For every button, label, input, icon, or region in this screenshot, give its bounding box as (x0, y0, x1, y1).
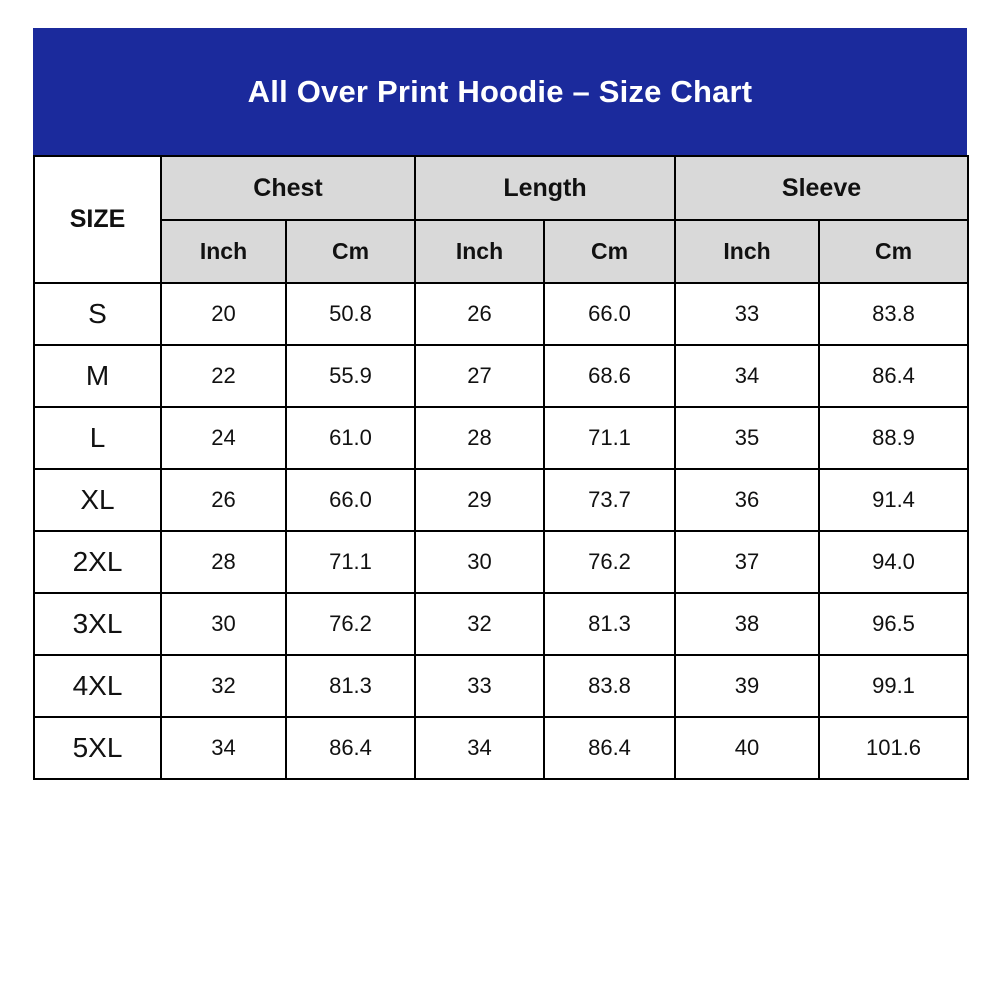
measurement-cell: 88.9 (818, 406, 970, 470)
measurement-cell: 30 (414, 530, 545, 594)
measurement-cell: 86.4 (285, 716, 416, 780)
table-row-4xl: 4XL 32 81.3 33 83.8 39 99.1 (33, 654, 970, 718)
measurement-cell: 40 (674, 716, 821, 780)
header-length-inch: Inch (414, 219, 545, 284)
measurement-cell: 71.1 (285, 530, 416, 594)
measurement-cell: 81.3 (285, 654, 416, 718)
measurement-cell: 39 (674, 654, 821, 718)
header-chest: Chest (160, 155, 416, 221)
table-row-5xl: 5XL 34 86.4 34 86.4 40 101.6 (33, 716, 970, 780)
header-chest-cm: Cm (285, 219, 416, 284)
measurement-cell: 101.6 (818, 716, 970, 780)
measurement-cell: 55.9 (285, 344, 416, 408)
measurement-cell: 37 (674, 530, 821, 594)
header-group-row: SIZE Chest Length Sleeve (33, 155, 970, 284)
size-label: L (33, 406, 162, 470)
measurement-cell: 86.4 (818, 344, 970, 408)
size-label: 4XL (33, 654, 162, 718)
table-row-2xl: 2XL 28 71.1 30 76.2 37 94.0 (33, 530, 970, 594)
measurement-cell: 76.2 (285, 592, 416, 656)
page-title: All Over Print Hoodie – Size Chart (247, 73, 753, 109)
measurement-cell: 38 (674, 592, 821, 656)
measurement-cell: 26 (160, 468, 287, 532)
measurement-cell: 28 (414, 406, 545, 470)
header-chest-inch: Inch (160, 219, 287, 284)
measurement-cell: 29 (414, 468, 545, 532)
measurement-cell: 94.0 (818, 530, 970, 594)
measurement-cell: 33 (414, 654, 545, 718)
table-row-3xl: 3XL 30 76.2 32 81.3 38 96.5 (33, 592, 970, 656)
size-label: 2XL (33, 530, 162, 594)
header-sleeve-cm: Cm (818, 219, 970, 284)
measurement-cell: 96.5 (818, 592, 970, 656)
measurement-cell: 99.1 (818, 654, 970, 718)
table-row-m: M 22 55.9 27 68.6 34 86.4 (33, 344, 970, 408)
measurement-cell: 81.3 (542, 592, 677, 656)
measurement-cell: 50.8 (285, 282, 416, 346)
measurement-cell: 36 (674, 468, 821, 532)
measurement-cell: 32 (160, 654, 287, 718)
size-label: XL (33, 468, 162, 532)
table-row-s: S 20 50.8 26 66.0 33 83.8 (33, 282, 970, 346)
measurement-cell: 32 (414, 592, 545, 656)
table-row-l: L 24 61.0 28 71.1 35 88.9 (33, 406, 970, 470)
measurement-cell: 66.0 (285, 468, 416, 532)
measurement-cell: 71.1 (542, 406, 677, 470)
header-sleeve: Sleeve (674, 155, 970, 221)
measurement-cell: 61.0 (285, 406, 416, 470)
header-sleeve-inch: Inch (674, 219, 821, 284)
measurement-cell: 34 (414, 716, 545, 780)
measurement-cell: 26 (414, 282, 545, 346)
table-row-xl: XL 26 66.0 29 73.7 36 91.4 (33, 468, 970, 532)
measurement-cell: 30 (160, 592, 287, 656)
measurement-cell: 20 (160, 282, 287, 346)
measurement-cell: 91.4 (818, 468, 970, 532)
measurement-cell: 22 (160, 344, 287, 408)
header-unit-row: Inch Cm Inch Cm Inch Cm (34, 219, 970, 284)
measurement-cell: 34 (160, 716, 287, 780)
measurement-cell: 73.7 (542, 468, 677, 532)
measurement-cell: 33 (674, 282, 821, 346)
measurement-cell: 83.8 (818, 282, 970, 346)
measurement-cell: 66.0 (542, 282, 677, 346)
header-size: SIZE (33, 155, 162, 284)
header-length-cm: Cm (542, 219, 677, 284)
measurement-cell: 76.2 (542, 530, 677, 594)
header-length: Length (413, 155, 677, 221)
size-label: 5XL (33, 716, 162, 780)
measurement-cell: 27 (414, 344, 545, 408)
measurement-cell: 24 (160, 406, 287, 470)
measurement-cell: 34 (674, 344, 821, 408)
measurement-cell: 86.4 (542, 716, 677, 780)
measurement-cell: 68.6 (542, 344, 677, 408)
size-label: S (33, 282, 162, 346)
title-banner: All Over Print Hoodie – Size Chart (33, 28, 967, 155)
measurement-cell: 28 (160, 530, 287, 594)
size-chart-table: SIZE Chest Length Sleeve Inch Cm Inch Cm… (33, 155, 970, 780)
size-label: 3XL (33, 592, 162, 656)
size-label: M (33, 344, 162, 408)
measurement-cell: 83.8 (542, 654, 677, 718)
measurement-cell: 35 (674, 406, 821, 470)
